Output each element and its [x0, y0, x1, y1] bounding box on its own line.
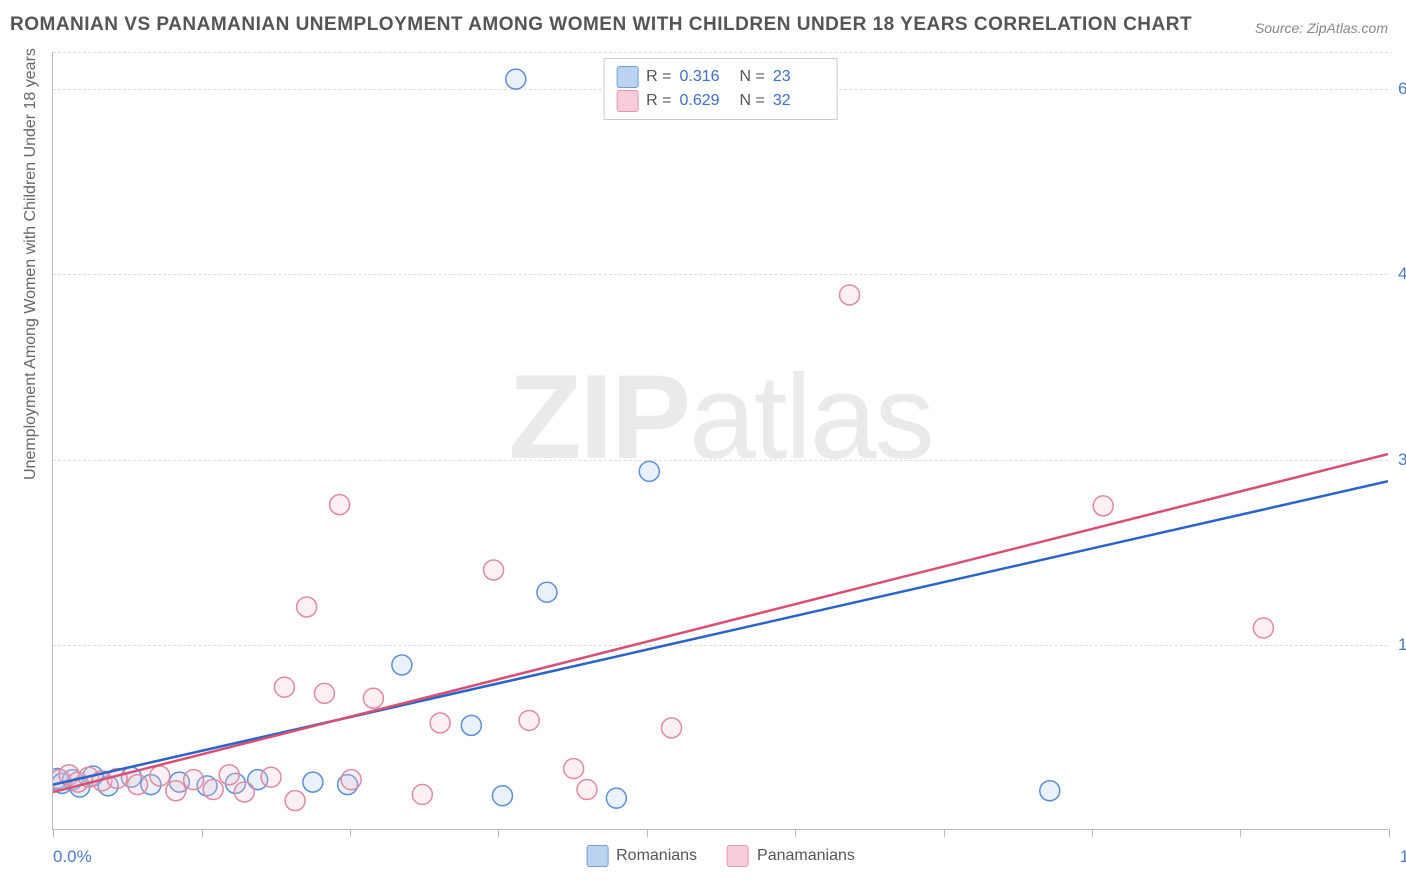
swatch-romanians	[616, 66, 638, 88]
chart-title: ROMANIAN VS PANAMANIAN UNEMPLOYMENT AMON…	[10, 14, 1192, 36]
plot-area: ZIPatlas R = 0.316 N = 23 R = 0.629 N = …	[52, 52, 1388, 830]
data-point	[484, 560, 504, 580]
legend-label-panamanians: Panamanians	[757, 847, 855, 865]
N-label: N =	[740, 89, 765, 113]
x-tick	[647, 829, 648, 837]
x-tick	[1240, 829, 1241, 837]
data-point	[564, 759, 584, 779]
legend-row-romanians: R = 0.316 N = 23	[616, 65, 825, 89]
x-tick	[350, 829, 351, 837]
x-axis-label: 15.0%	[1400, 847, 1406, 867]
data-point	[184, 770, 204, 790]
N-value-romanians: 23	[773, 65, 825, 89]
data-point	[274, 677, 294, 697]
data-point	[662, 718, 682, 738]
R-label: R =	[646, 89, 671, 113]
data-point	[297, 597, 317, 617]
data-point	[330, 495, 350, 515]
source-attribution: Source: ZipAtlas.com	[1255, 20, 1388, 36]
data-point	[261, 767, 281, 787]
data-point	[203, 780, 223, 800]
legend-row-panamanians: R = 0.629 N = 32	[616, 89, 825, 113]
trendline	[53, 454, 1388, 792]
data-point	[506, 69, 526, 89]
data-point	[537, 582, 557, 602]
data-point	[519, 710, 539, 730]
data-point	[392, 655, 412, 675]
data-point	[639, 461, 659, 481]
x-tick	[53, 829, 54, 837]
data-point	[1093, 496, 1113, 516]
data-point	[303, 772, 323, 792]
data-point	[128, 775, 148, 795]
data-point	[314, 683, 334, 703]
correlation-legend: R = 0.316 N = 23 R = 0.629 N = 32	[603, 58, 838, 120]
y-axis-label: Unemployment Among Women with Children U…	[22, 48, 40, 480]
data-point	[234, 782, 254, 802]
swatch-romanians-bottom	[586, 845, 608, 867]
data-point	[341, 770, 361, 790]
data-point	[577, 780, 597, 800]
series-legend: Romanians Panamanians	[586, 845, 855, 867]
chart-svg	[53, 52, 1388, 829]
data-point	[150, 766, 170, 786]
data-point	[219, 765, 239, 785]
y-tick-label: 30.0%	[1398, 450, 1406, 470]
N-value-panamanians: 32	[773, 89, 825, 113]
R-value-romanians: 0.316	[680, 65, 732, 89]
data-point	[1253, 618, 1273, 638]
x-tick	[498, 829, 499, 837]
data-point	[166, 781, 186, 801]
x-tick	[1389, 829, 1390, 837]
legend-label-romanians: Romanians	[616, 847, 697, 865]
data-point	[840, 285, 860, 305]
x-tick	[1092, 829, 1093, 837]
y-tick-label: 60.0%	[1398, 79, 1406, 99]
data-point	[285, 791, 305, 811]
data-point	[492, 786, 512, 806]
y-tick-label: 45.0%	[1398, 264, 1406, 284]
N-label: N =	[740, 65, 765, 89]
x-tick	[795, 829, 796, 837]
y-tick-label: 15.0%	[1398, 635, 1406, 655]
data-point	[461, 715, 481, 735]
legend-item-panamanians: Panamanians	[727, 845, 855, 867]
x-tick	[202, 829, 203, 837]
data-point	[412, 784, 432, 804]
legend-item-romanians: Romanians	[586, 845, 697, 867]
x-axis-label: 0.0%	[53, 847, 92, 867]
swatch-panamanians	[616, 90, 638, 112]
R-value-panamanians: 0.629	[680, 89, 732, 113]
trendline	[53, 481, 1388, 784]
data-point	[363, 688, 383, 708]
data-point	[606, 788, 626, 808]
data-point	[430, 713, 450, 733]
x-tick	[944, 829, 945, 837]
swatch-panamanians-bottom	[727, 845, 749, 867]
R-label: R =	[646, 65, 671, 89]
data-point	[1040, 781, 1060, 801]
